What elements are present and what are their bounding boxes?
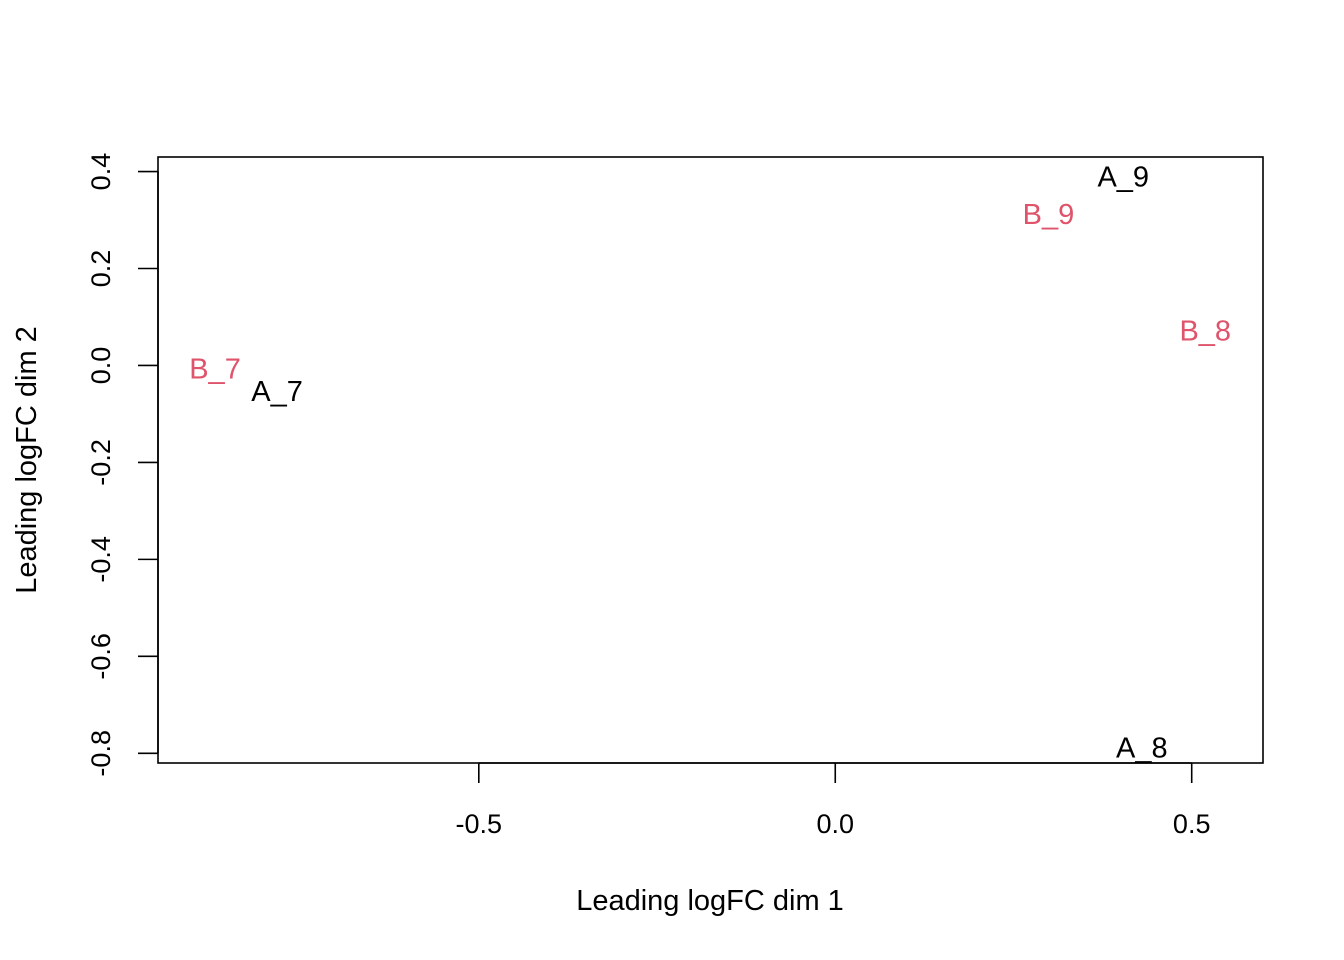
point-b-7: B_7 bbox=[189, 353, 241, 385]
point-a-7: A_7 bbox=[251, 376, 303, 408]
y-tick-label: -0.4 bbox=[86, 536, 116, 583]
y-tick-label: -0.2 bbox=[86, 439, 116, 486]
y-axis-title: Leading logFC dim 2 bbox=[11, 326, 43, 594]
plot-frame bbox=[157, 156, 1264, 764]
x-tick-label: 0.5 bbox=[1173, 809, 1211, 839]
y-axis: -0.8 -0.6 -0.4 -0.2 0.0 0.2 0.4 bbox=[86, 153, 159, 777]
x-tick-label: 0.0 bbox=[816, 809, 854, 839]
point-b-9: B_9 bbox=[1023, 199, 1075, 231]
y-tick-label: 0.2 bbox=[86, 250, 116, 288]
y-tick-label: 0.4 bbox=[86, 153, 116, 191]
point-labels: A_9 B_9 B_8 B_7 A_7 A_8 bbox=[189, 161, 1231, 764]
y-tick-label: 0.0 bbox=[86, 347, 116, 385]
point-a-8: A_8 bbox=[1116, 732, 1168, 764]
x-tick-label: -0.5 bbox=[456, 809, 503, 839]
x-axis: -0.5 0.0 0.5 bbox=[456, 762, 1211, 839]
point-a-9: A_9 bbox=[1097, 161, 1149, 193]
y-tick-label: -0.6 bbox=[86, 633, 116, 680]
x-axis-title: Leading logFC dim 1 bbox=[576, 885, 844, 917]
point-b-8: B_8 bbox=[1179, 316, 1231, 348]
y-tick-label: -0.8 bbox=[86, 730, 116, 777]
